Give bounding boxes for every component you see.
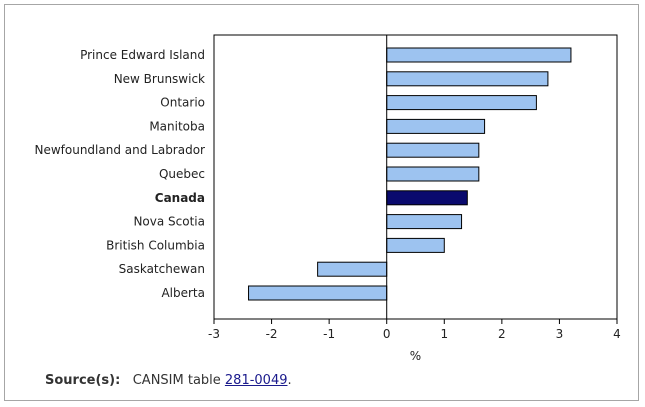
bar-alberta xyxy=(248,285,388,301)
category-label: Nova Scotia xyxy=(133,215,205,229)
bar-british-columbia xyxy=(386,237,445,253)
x-tick-label: 2 xyxy=(498,327,506,341)
bar-nova-scotia xyxy=(386,214,463,230)
x-tick-label: -3 xyxy=(208,327,220,341)
x-tick-label: -2 xyxy=(266,327,278,341)
bar-manitoba xyxy=(386,118,486,134)
category-label: New Brunswick xyxy=(114,72,205,86)
category-label: Prince Edward Island xyxy=(80,48,205,62)
bar-quebec xyxy=(386,166,480,182)
category-label: Manitoba xyxy=(149,119,205,133)
bar-canada xyxy=(386,190,468,206)
category-label: Saskatchewan xyxy=(119,262,205,276)
x-tick-label: 0 xyxy=(383,327,391,341)
x-tick-label: -1 xyxy=(323,327,335,341)
source-text: CANSIM table xyxy=(132,373,225,388)
bar-prince-edward-island xyxy=(386,47,572,63)
x-tick-label: 4 xyxy=(613,327,621,341)
x-axis-label: % xyxy=(410,349,421,363)
bar-ontario xyxy=(386,95,537,111)
source-end: . xyxy=(287,373,292,388)
source-note: Source(s): CANSIM table 281-0049. xyxy=(45,373,292,388)
x-tick-label: 3 xyxy=(556,327,564,341)
bar-saskatchewan xyxy=(317,261,388,277)
x-tick-label: 1 xyxy=(440,327,448,341)
bar-new-brunswick xyxy=(386,71,549,87)
category-label: Quebec xyxy=(159,167,205,181)
cansim-table-link[interactable]: 281-0049 xyxy=(224,373,288,388)
source-label: Source(s): xyxy=(45,373,121,388)
category-label: Newfoundland and Labrador xyxy=(34,143,205,157)
category-label: British Columbia xyxy=(106,238,205,252)
category-label: Ontario xyxy=(160,96,205,110)
category-label: Canada xyxy=(155,191,205,205)
bar-newfoundland-and-labrador xyxy=(386,142,480,158)
category-label: Alberta xyxy=(161,286,205,300)
